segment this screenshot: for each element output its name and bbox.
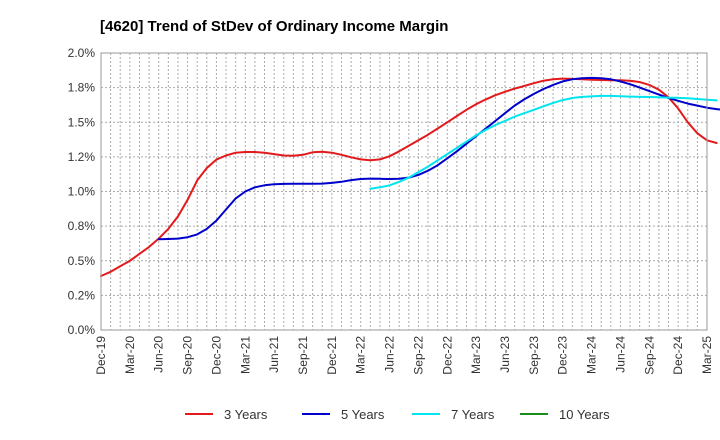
x-tick-label: Sep-20 bbox=[181, 336, 195, 375]
x-axis-tick-labels: Dec-19 Mar-20 Jun-20 Sep-20 Dec-20 Mar-21 Jun-… bbox=[94, 336, 714, 375]
y-tick-label: 0.5% bbox=[68, 254, 96, 268]
legend-label-7-years: 7 Years bbox=[451, 407, 495, 422]
x-tick-label: Mar-25 bbox=[700, 336, 714, 374]
x-tick-label: Dec-24 bbox=[671, 336, 685, 375]
plot-frame bbox=[100, 52, 708, 331]
x-tick-label: Dec-20 bbox=[209, 336, 223, 375]
x-tick-label: Jun-22 bbox=[383, 336, 397, 373]
x-tick-label: Mar-24 bbox=[585, 336, 599, 374]
x-tick-label: Dec-19 bbox=[94, 336, 108, 375]
x-tick-label: Mar-20 bbox=[123, 336, 137, 374]
x-tick-label: Sep-22 bbox=[411, 336, 425, 375]
y-tick-label: 0.8% bbox=[68, 219, 96, 233]
legend-label-5-years: 5 Years bbox=[341, 407, 385, 422]
legend: 3 Years 5 Years 7 Years 10 Years bbox=[185, 407, 610, 422]
x-tick-label: Mar-21 bbox=[238, 336, 252, 374]
chart-title: [4620] Trend of StDev of Ordinary Income… bbox=[100, 18, 448, 35]
series-line-7-years bbox=[369, 94, 718, 190]
x-tick-label: Sep-24 bbox=[642, 336, 656, 375]
y-tick-label: 1.8% bbox=[68, 81, 96, 95]
series-lines bbox=[100, 76, 720, 277]
x-tick-label: Sep-21 bbox=[296, 336, 310, 375]
legend-label-10-years: 10 Years bbox=[559, 407, 610, 422]
y-tick-label: 0.0% bbox=[68, 323, 96, 337]
series-line-5-years bbox=[157, 76, 720, 241]
x-tick-label: Dec-22 bbox=[440, 336, 454, 375]
y-tick-label: 2.0% bbox=[68, 46, 96, 60]
x-tick-label: Jun-23 bbox=[498, 336, 512, 373]
legend-label-3-years: 3 Years bbox=[224, 407, 268, 422]
y-axis-tick-labels: 0.0% 0.2% 0.5% 0.8% 1.0% 1.2% 1.5% 1.8% 2.0% bbox=[68, 46, 96, 337]
y-tick-label: 1.0% bbox=[68, 185, 96, 199]
x-tick-label: Mar-23 bbox=[469, 336, 483, 374]
x-tick-label: Dec-21 bbox=[325, 336, 339, 375]
x-tick-label: Jun-24 bbox=[613, 336, 627, 373]
x-tick-label: Jun-20 bbox=[152, 336, 166, 373]
x-tick-label: Mar-22 bbox=[354, 336, 368, 374]
x-tick-label: Dec-23 bbox=[556, 336, 570, 375]
y-tick-label: 0.2% bbox=[68, 288, 96, 302]
y-tick-label: 1.2% bbox=[68, 150, 96, 164]
x-tick-label: Jun-21 bbox=[267, 336, 281, 373]
y-tick-label: 1.5% bbox=[68, 115, 96, 129]
x-tick-label: Sep-23 bbox=[527, 336, 541, 375]
